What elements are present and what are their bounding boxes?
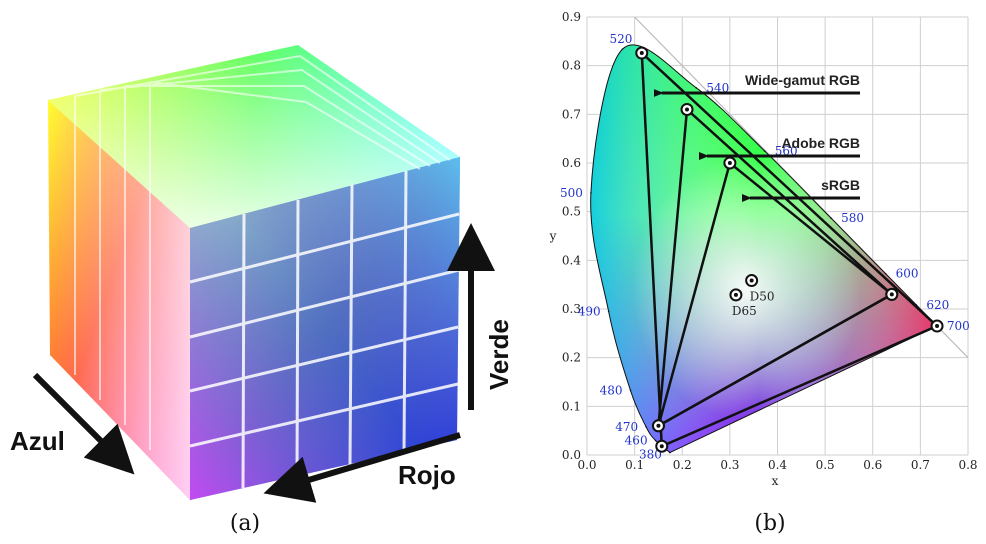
x-axis-label: x xyxy=(772,474,779,488)
wavelength-label: 600 xyxy=(896,267,919,281)
x-tick-label: 0.5 xyxy=(816,458,835,472)
white-point-label: D50 xyxy=(750,290,775,304)
x-tick-label: 0.3 xyxy=(720,458,739,472)
locus-point xyxy=(763,150,766,152)
locus-point xyxy=(830,217,832,219)
y-tick-label: 0.0 xyxy=(562,448,581,462)
blue-axis-label: Azul xyxy=(10,426,65,456)
primary-dot xyxy=(639,51,644,56)
wavelength-label: 500 xyxy=(560,186,583,200)
x-tick-label: 0.0 xyxy=(577,458,596,472)
gamut-label: Adobe RGB xyxy=(781,135,860,151)
locus-point xyxy=(884,272,887,275)
locus-point xyxy=(607,310,610,313)
y-tick-label: 0.7 xyxy=(562,107,581,121)
y-tick-label: 0.8 xyxy=(562,59,581,73)
primary-dot xyxy=(685,107,690,112)
locus-point xyxy=(590,192,592,194)
y-tick-label: 0.6 xyxy=(562,156,581,170)
cube-grid xyxy=(189,170,460,489)
wavelength-label: 620 xyxy=(926,298,949,312)
wavelength-label: 490 xyxy=(578,304,601,318)
y-tick-label: 0.1 xyxy=(562,399,581,413)
wavelength-label: 460 xyxy=(625,434,648,448)
wavelength-label: 380 xyxy=(639,448,662,462)
y-tick-label: 0.3 xyxy=(562,302,581,316)
x-tick-label: 0.2 xyxy=(673,458,692,472)
y-tick-label: 0.2 xyxy=(562,351,581,365)
caption-b: (b) xyxy=(754,511,785,536)
locus-point xyxy=(629,389,632,392)
x-tick-label: 0.1 xyxy=(625,458,644,472)
primary-dot xyxy=(656,423,661,428)
gamut-triangle xyxy=(640,50,940,449)
locus-point xyxy=(669,451,671,454)
wavelength-label: 540 xyxy=(706,81,729,95)
locus-point xyxy=(621,48,624,51)
y-tick-label: 0.4 xyxy=(562,253,581,267)
primary-dot xyxy=(889,292,894,297)
y-tick-label: 0.5 xyxy=(562,205,581,219)
wavelength-label: 520 xyxy=(609,32,632,46)
rgb-cube xyxy=(48,45,460,500)
caption-a: (a) xyxy=(230,511,260,536)
white-point-dot xyxy=(749,278,754,283)
red-axis-arrow xyxy=(263,432,461,503)
y-axis-label: y xyxy=(549,229,557,243)
x-tick-label: 0.4 xyxy=(768,458,787,472)
red-axis-label: Rojo xyxy=(398,460,456,490)
cube-left-shade xyxy=(48,100,190,500)
primary-dot xyxy=(659,444,664,449)
white-point-dot xyxy=(733,292,738,297)
gamut-label: sRGB xyxy=(821,177,860,193)
x-tick-label: 0.6 xyxy=(863,458,882,472)
cube-top-steps xyxy=(74,54,451,450)
x-tick-label: 0.8 xyxy=(958,458,977,472)
primary-dot xyxy=(727,161,732,165)
locus-point xyxy=(654,439,657,442)
blue-axis-arrow xyxy=(32,372,135,475)
gamut-label: Wide-gamut RGB xyxy=(745,72,860,88)
wavelength-label: 480 xyxy=(600,383,623,397)
wavelength-label: 470 xyxy=(615,420,638,434)
chromaticity-chart: 0.0 0.1 0.2 0.3 0.4 0.5 0.6 0.7 0.8 0.0 0.1 0.2 0.3 0… xyxy=(560,10,978,472)
gamut-triangle xyxy=(656,160,895,429)
locus-point xyxy=(645,426,647,428)
locus-point xyxy=(695,87,698,89)
x-tick-label: 0.7 xyxy=(911,458,930,472)
y-tick-label: 0.9 xyxy=(562,10,581,24)
white-point-label: D65 xyxy=(732,304,757,318)
wavelength-label: 580 xyxy=(841,211,864,225)
cube-right-shade xyxy=(190,157,460,500)
green-axis-label: Verde xyxy=(484,319,514,390)
primary-dot xyxy=(935,324,940,329)
wavelength-label: 700 xyxy=(947,319,970,333)
